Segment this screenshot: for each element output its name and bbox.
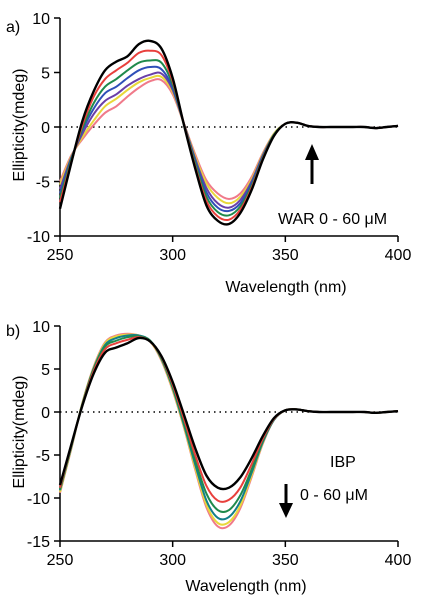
y-tick-label: -15: [27, 534, 50, 551]
series-line-green: [59, 59, 399, 217]
panel-a-xlabel: Wavelength (nm): [225, 279, 346, 296]
series-line-yellow: [59, 74, 399, 205]
x-tick-label: 300: [159, 247, 186, 264]
x-tick-label: 300: [159, 552, 186, 569]
series-line-red: [59, 49, 399, 222]
series-line-blue: [59, 65, 399, 213]
panel-a-series: [58, 39, 399, 226]
panel-b-annotation-range: 0 - 60 μM: [300, 487, 368, 504]
y-tick-label: 10: [32, 319, 50, 336]
x-tick-label: 400: [385, 247, 412, 264]
y-tick-label: -10: [27, 491, 50, 508]
panel-b-label: b): [6, 323, 20, 340]
y-tick-label: 5: [41, 66, 50, 83]
y-tick-label: 5: [41, 362, 50, 379]
series-line-black: [58, 39, 399, 226]
panel-a-label: a): [6, 19, 20, 36]
series-line-red: [59, 336, 399, 503]
x-tick-label: 350: [272, 247, 299, 264]
panel-b-xlabel: Wavelength (nm): [185, 578, 306, 595]
panel-a-annotation: WAR 0 - 60 μM: [278, 211, 387, 228]
x-tick-label: 250: [47, 247, 74, 264]
arrow-up-icon: [305, 144, 319, 184]
series-line-purple: [59, 71, 399, 209]
x-tick-label: 250: [47, 552, 74, 569]
panel-b: b) Ellipticity(mdeg) Wavelength (nm) 10 5…: [6, 319, 411, 595]
panel-b-series: [58, 332, 399, 530]
series-line-black: [58, 336, 399, 491]
y-tick-label: -10: [27, 229, 50, 246]
y-tick-label: 10: [32, 11, 50, 28]
x-tick-label: 350: [272, 552, 299, 569]
panel-b-ylabel: Ellipticity(mdeg): [11, 376, 28, 489]
panel-b-annotation-title: IBP: [330, 454, 356, 471]
series-line-green: [59, 335, 399, 513]
y-tick-label: -5: [36, 448, 50, 465]
y-tick-label: 0: [41, 405, 50, 422]
panel-a: a) Ellipticity(mdeg) Wavelength (nm) 10 5…: [6, 11, 411, 296]
arrow-down-icon: [279, 484, 293, 518]
y-tick-label: -5: [36, 175, 50, 192]
panel-a-ylabel: Ellipticity(mdeg): [11, 69, 28, 182]
x-tick-label: 400: [385, 552, 412, 569]
y-tick-label: 0: [41, 120, 50, 137]
